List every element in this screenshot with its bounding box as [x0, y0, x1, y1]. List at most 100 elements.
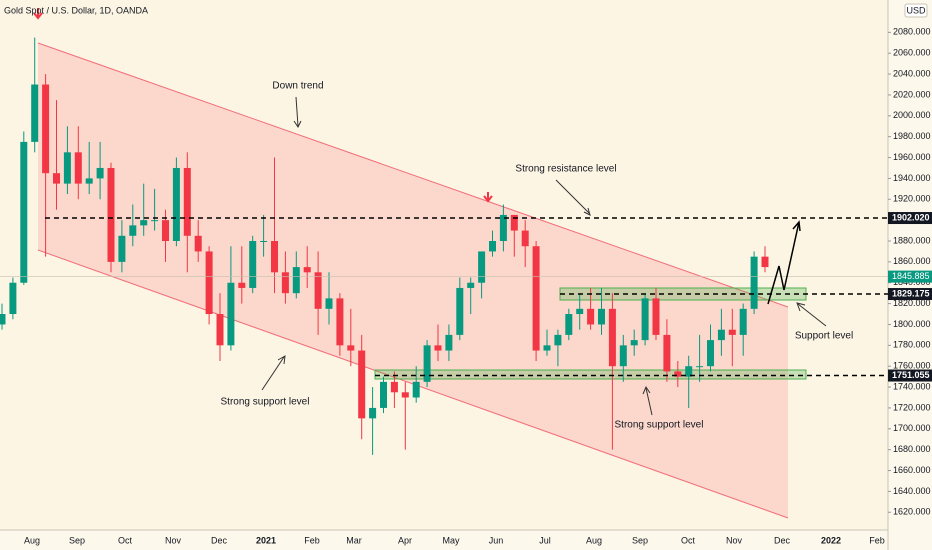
candle-body: [543, 345, 551, 351]
candle-body: [761, 256, 769, 268]
candle-body: [140, 220, 148, 226]
projection-arrow: [767, 220, 801, 305]
candle-body: [380, 381, 387, 408]
y-tick-label: 1860.000: [893, 256, 931, 266]
level-label: 1751.055: [892, 370, 930, 380]
candle-body: [641, 298, 649, 341]
candle-body: [728, 329, 736, 335]
candle-body: [554, 334, 562, 346]
x-tick-label: Sep: [632, 535, 648, 545]
candle-body: [20, 141, 28, 283]
annotation: Strong resistance level: [515, 164, 616, 175]
x-tick-label: Nov: [165, 535, 182, 545]
candle-body: [576, 308, 584, 315]
y-tick-label: 1780.000: [893, 340, 931, 350]
y-tick-label: 1940.000: [893, 173, 931, 183]
candle-body: [434, 345, 442, 351]
y-tick-label: 1640.000: [893, 486, 931, 496]
candle-body: [717, 329, 725, 341]
candle-body: [118, 235, 126, 262]
annotation: Down trend: [272, 81, 323, 92]
y-tick-label: 1920.000: [893, 194, 931, 204]
support-zone: [374, 369, 807, 380]
candle-body: [347, 345, 355, 351]
candle-body: [129, 225, 137, 236]
candle-body: [510, 214, 518, 231]
x-tick-label: Dec: [211, 535, 228, 545]
candle-body: [630, 340, 638, 346]
pointer: [796, 302, 827, 327]
last-price-box: [888, 270, 932, 283]
level-label: 1902.020: [892, 212, 930, 222]
y-tick-label: 1740.000: [893, 381, 931, 391]
annotation: Support level: [795, 331, 853, 342]
x-tick-label: Aug: [586, 535, 602, 545]
x-tick-label: Jul: [539, 535, 551, 545]
y-tick-label: 2060.000: [893, 48, 931, 58]
y-tick-label: 2080.000: [893, 27, 931, 37]
candle-body: [271, 241, 278, 273]
y-tick-label: 1720.000: [893, 402, 931, 412]
candle-body: [587, 308, 595, 325]
candle-body: [216, 314, 224, 346]
candle-body: [608, 308, 616, 367]
y-tick-label: 1620.000: [893, 507, 931, 517]
last-price-label: 1845.885: [892, 271, 930, 281]
y-tick-label: 1980.000: [893, 131, 931, 141]
y-tick-label: 1960.000: [893, 152, 931, 162]
candle-body: [685, 366, 693, 377]
candle-body: [151, 220, 159, 222]
x-tick-label: Oct: [118, 535, 133, 545]
currency: USD: [906, 5, 926, 15]
x-tick-label: Mar: [346, 535, 362, 545]
candle-body: [292, 267, 300, 294]
candle-body: [194, 235, 202, 252]
candle-body: [499, 214, 507, 242]
x-tick-label: May: [442, 535, 460, 545]
level-box: [888, 288, 932, 301]
candle-body: [652, 298, 660, 335]
y-tick-label: 2020.000: [893, 89, 931, 99]
level-box: [888, 212, 932, 225]
pointer: [555, 179, 591, 216]
y-tick-label: 1820.000: [893, 298, 931, 308]
candle-body: [674, 371, 682, 377]
candle-body: [456, 287, 464, 335]
y-tick-label: 1800.000: [893, 319, 931, 329]
candle-body: [619, 345, 627, 367]
x-tick-label: Apr: [398, 535, 412, 545]
candle-body: [696, 366, 704, 368]
candle-body: [358, 350, 366, 419]
candle-body: [63, 152, 71, 184]
candle-body: [423, 345, 431, 382]
candle-body: [739, 308, 747, 335]
y-tick-label: 1760.000: [893, 361, 931, 371]
x-tick-label: Sep: [69, 535, 85, 545]
candle-body: [42, 84, 50, 174]
candle-body: [281, 272, 289, 294]
y-tick-label: 2040.000: [893, 68, 931, 78]
candle-body: [707, 340, 714, 367]
pointer: [642, 385, 653, 416]
candle-body: [478, 251, 486, 283]
candle-body: [663, 334, 671, 372]
candle-body: [260, 241, 268, 243]
level-box: [888, 369, 932, 382]
candle-body: [598, 308, 605, 325]
candle-body: [750, 256, 758, 309]
candle-body: [467, 282, 475, 288]
candle-body: [85, 178, 93, 184]
candle-body: [53, 173, 60, 184]
x-tick-label: Feb: [869, 535, 885, 545]
x-tick-label: Aug: [24, 535, 40, 545]
candle-body: [183, 167, 191, 236]
annotation: Strong support level: [221, 397, 310, 408]
overlays: [33, 8, 888, 416]
y-tick-label: 1660.000: [893, 465, 931, 475]
x-tick-label: Nov: [726, 535, 743, 545]
candle-body: [0, 314, 6, 325]
candle-body: [314, 272, 322, 309]
y-tick-label: 2000.000: [893, 110, 931, 120]
candle-body: [390, 381, 398, 393]
candle-body: [521, 230, 529, 247]
